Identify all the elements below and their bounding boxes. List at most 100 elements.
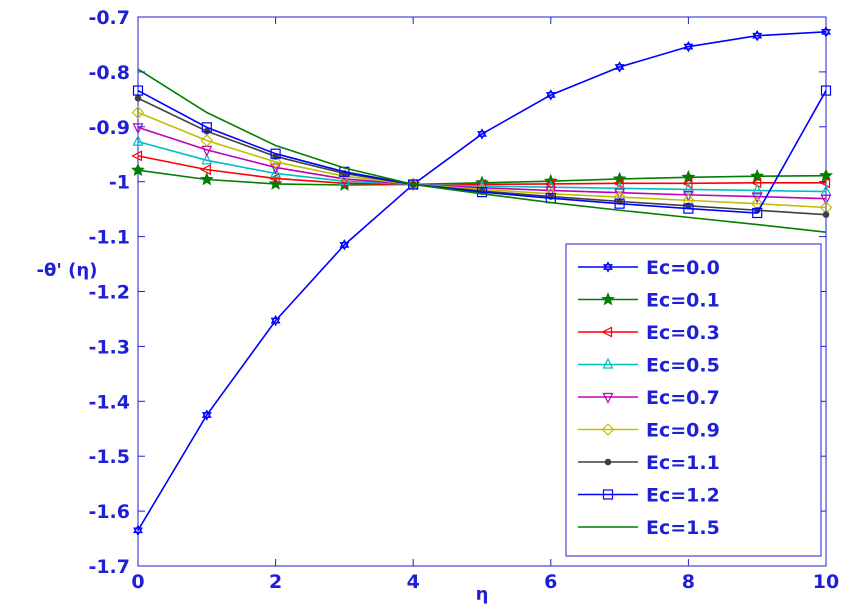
data-point (477, 128, 487, 140)
data-point (132, 123, 144, 135)
hexagram-part (270, 314, 281, 324)
hexagram-part (133, 527, 143, 537)
data-point (270, 166, 282, 178)
data-point (820, 194, 832, 206)
hexagram-part (614, 61, 625, 70)
data-point (270, 314, 281, 327)
hexagram-part (477, 131, 487, 140)
hexagram-part (821, 26, 831, 35)
data-point (201, 122, 212, 133)
legend-swatch-marker (602, 489, 614, 500)
data-point (270, 163, 282, 175)
x-tick-label: 10 (813, 571, 839, 593)
data-point (199, 164, 211, 176)
data-point (545, 89, 556, 101)
series-line (137, 140, 827, 193)
hexagram-part (614, 64, 625, 73)
y-tick-label: -1.4 (88, 391, 130, 413)
data-point (199, 172, 214, 186)
legend-swatch-marker (602, 392, 614, 404)
data-point (200, 134, 214, 147)
hexagram-part (683, 40, 694, 50)
data-point (270, 148, 281, 159)
legend: Ec=0.0 Ec=0.1 Ec=0.3 Ec=0.5 Ec=0.7 Ec=0.9 Ec=1… (565, 243, 822, 557)
hexagram-part (821, 28, 831, 38)
hexagram-part (477, 128, 487, 137)
series-ec-1-2 (132, 85, 832, 219)
legend-item: Ec=1.1 (578, 452, 720, 474)
y-tick-label: -0.8 (88, 62, 130, 84)
legend-label: Ec=1.1 (646, 452, 720, 474)
x-axis-label: η (476, 584, 489, 605)
hexagram-part (201, 412, 212, 421)
hexagram-part (270, 317, 281, 327)
x-tick-label: 6 (544, 571, 557, 593)
hexagram-part (133, 524, 143, 534)
data-point (683, 203, 694, 214)
data-point (682, 182, 694, 194)
data-point (820, 85, 832, 96)
legend-swatch-marker (604, 458, 612, 466)
data-point (752, 207, 763, 219)
x-tick-label: 8 (682, 571, 695, 593)
data-point (683, 40, 694, 53)
legend-label: Ec=0.3 (646, 322, 720, 344)
x-tick-label: 2 (269, 571, 282, 593)
legend-item: Ec=0.0 (578, 257, 720, 279)
data-point (203, 127, 211, 135)
data-point (201, 409, 212, 421)
legend-swatch-marker (601, 326, 613, 338)
data-point (268, 176, 283, 190)
data-point (543, 178, 555, 190)
legend-item: Ec=0.7 (578, 387, 720, 409)
y-tick-label: -0.9 (88, 117, 130, 139)
y-tick-label: -1.2 (88, 282, 130, 304)
data-point (268, 172, 280, 184)
legend-swatch-marker (601, 423, 615, 436)
data-point (131, 106, 145, 119)
legend-item: Ec=0.9 (578, 420, 720, 442)
hexagram-part (201, 409, 212, 418)
data-point (614, 61, 625, 73)
data-point (751, 192, 763, 204)
x-tick-label: 0 (131, 571, 144, 593)
data-point (269, 155, 282, 169)
data-point (131, 162, 145, 177)
data-point (819, 177, 831, 189)
y-tick-label: -1.7 (88, 556, 130, 578)
y-tick-label: -1.3 (88, 336, 130, 358)
data-point (821, 26, 831, 38)
legend-swatch-marker (601, 292, 615, 306)
data-point (614, 198, 625, 209)
data-point (476, 187, 488, 198)
legend-label: Ec=0.7 (646, 387, 720, 409)
data-point (339, 239, 350, 251)
legend-item: Ec=0.1 (578, 290, 720, 312)
legend-item: Ec=1.5 (578, 517, 720, 539)
hexagram-part (545, 92, 556, 101)
legend-swatch-marker (603, 261, 613, 273)
legend-label: Ec=1.5 (646, 517, 720, 539)
series-ec-1-5 (137, 68, 827, 234)
y-tick-label: -1.6 (88, 501, 130, 523)
y-tick-label: -1.1 (88, 227, 130, 249)
y-axis-label: -θ' (η) (37, 260, 98, 281)
hexagram-part (683, 43, 694, 53)
data-point (406, 178, 420, 191)
y-tick-label: -1.5 (88, 446, 130, 468)
series-line (137, 31, 827, 531)
data-point (750, 177, 762, 189)
hexagram-part (339, 239, 350, 248)
y-tick-label: -1 (109, 172, 130, 194)
hexagram-part (545, 89, 556, 98)
data-point (201, 153, 213, 165)
legend-swatch-marker (602, 357, 614, 369)
hexagram-part (752, 29, 763, 39)
data-point (751, 183, 763, 195)
hexagram-part (339, 241, 350, 251)
data-point (132, 85, 144, 96)
data-point (131, 150, 143, 162)
legend-label: Ec=0.5 (646, 355, 720, 377)
data-point (545, 186, 557, 198)
